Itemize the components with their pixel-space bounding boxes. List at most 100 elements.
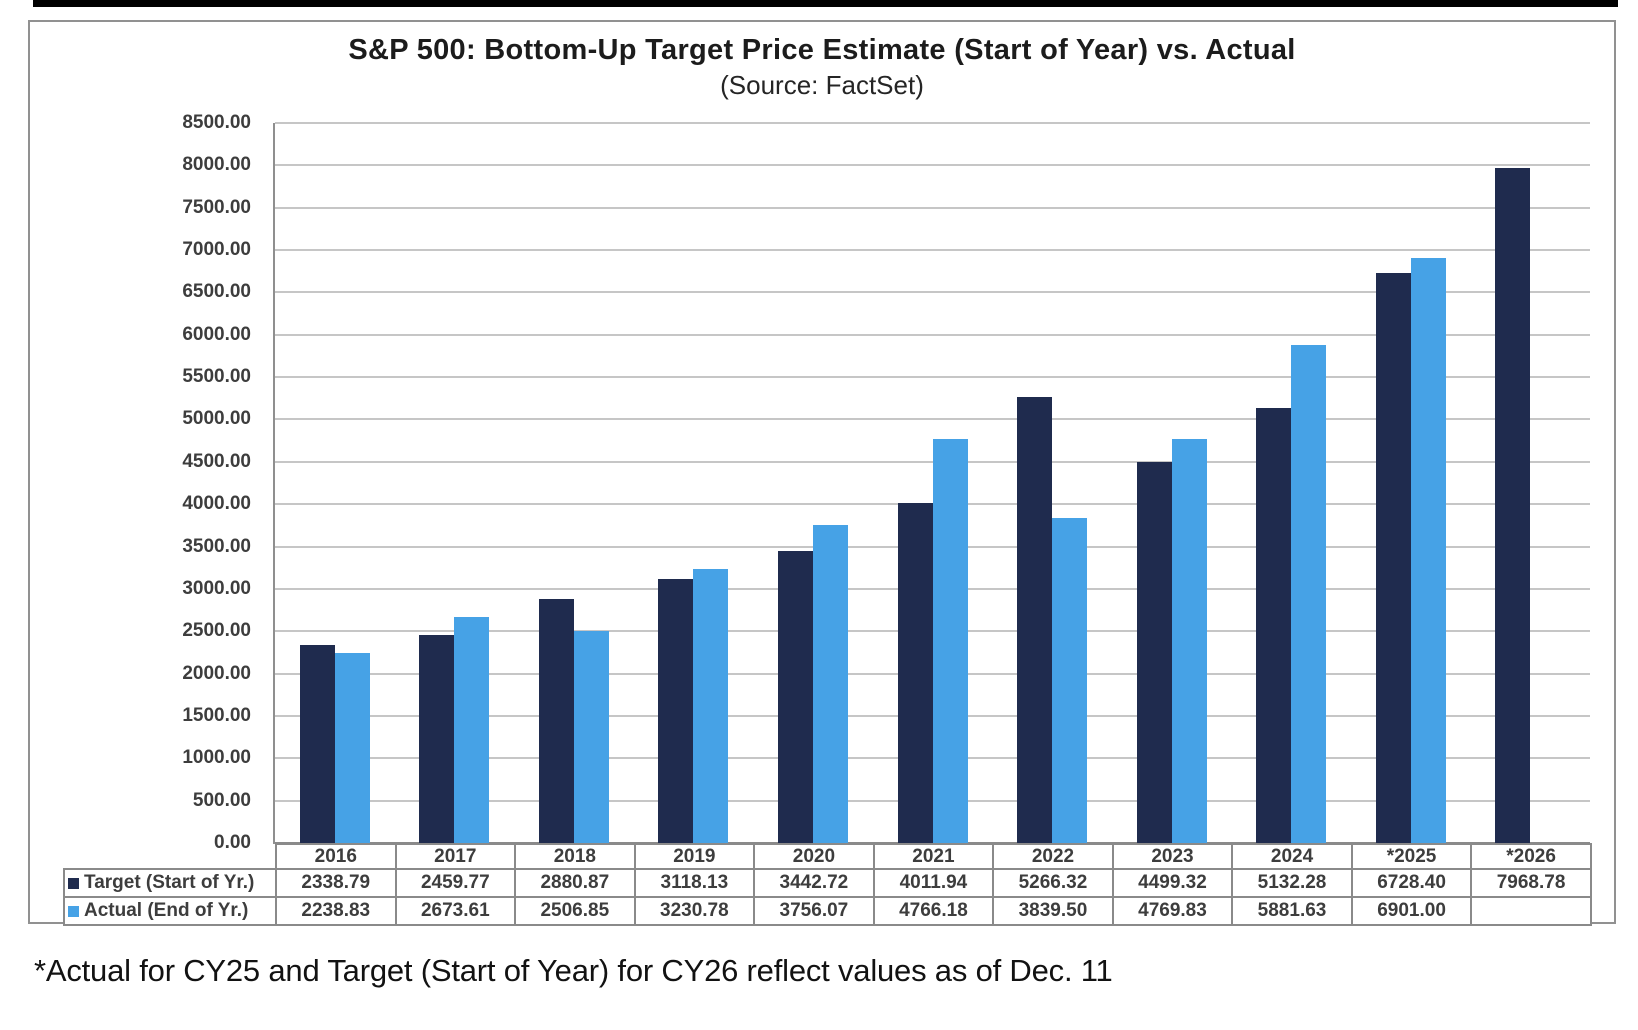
legend-label: Actual (End of Yr.) bbox=[84, 900, 249, 921]
bar-target-2018 bbox=[538, 598, 574, 843]
value-cell: 3442.72 bbox=[753, 868, 875, 898]
y-tick-label: 5000.00 bbox=[182, 408, 251, 430]
legend-label: Target (Start of Yr.) bbox=[84, 872, 255, 893]
bar-target-2024 bbox=[1256, 408, 1292, 843]
gridline-0 bbox=[275, 842, 1590, 844]
year-cell: 2023 bbox=[1111, 843, 1234, 870]
value-cell: 5881.63 bbox=[1231, 896, 1353, 926]
chart-subtitle: (Source: FactSet) bbox=[720, 70, 924, 100]
chart-title: S&P 500: Bottom-Up Target Price Estimate… bbox=[348, 34, 1296, 66]
bar-target-2020 bbox=[777, 551, 813, 843]
actual-legend-swatch-icon bbox=[68, 906, 79, 917]
value-cell: 5266.32 bbox=[992, 868, 1114, 898]
value-cell: 5132.28 bbox=[1231, 868, 1353, 898]
year-cell: 2021 bbox=[872, 843, 995, 870]
year-cell: 2022 bbox=[992, 843, 1114, 870]
bar-actual-2022 bbox=[1052, 517, 1088, 843]
bar-target-2016 bbox=[299, 644, 335, 843]
year-header-row: 2016 2017 2018 2019 2020 2021 2022 2023 2024 *202… bbox=[64, 843, 1592, 870]
bar-actual-2018 bbox=[573, 630, 609, 843]
value-cell: 6901.00 bbox=[1350, 896, 1473, 926]
y-tick-label: 2000.00 bbox=[182, 662, 251, 684]
y-tick-label: 7500.00 bbox=[182, 196, 251, 218]
bar-actual-2021 bbox=[932, 439, 968, 843]
year-cell: *2026 bbox=[1470, 843, 1592, 870]
value-cell: 4769.83 bbox=[1111, 896, 1234, 926]
year-cell: 2016 bbox=[275, 843, 397, 870]
y-tick-label: 1500.00 bbox=[182, 704, 251, 726]
y-tick-label: 1000.00 bbox=[182, 747, 251, 769]
bar-target-2017 bbox=[419, 634, 455, 843]
y-tick-label: 7000.00 bbox=[182, 239, 251, 261]
bar-target-*2026 bbox=[1495, 168, 1531, 843]
bar-target-2019 bbox=[658, 578, 694, 843]
bar-actual-2023 bbox=[1171, 438, 1207, 843]
gridline-7000 bbox=[275, 249, 1590, 252]
bar-target-2023 bbox=[1136, 461, 1172, 843]
y-tick-label: 2500.00 bbox=[182, 620, 251, 642]
bar-actual-2024 bbox=[1291, 344, 1327, 843]
bar-target-*2025 bbox=[1375, 273, 1411, 843]
value-cell: 3230.78 bbox=[633, 896, 756, 926]
bar-actual-2016 bbox=[334, 653, 370, 843]
data-table: 2016 2017 2018 2019 2020 2021 2022 2023 2024 *202… bbox=[63, 843, 1592, 926]
year-cell: 2024 bbox=[1231, 843, 1353, 870]
bar-actual-2020 bbox=[812, 524, 848, 843]
gridline-5000 bbox=[275, 418, 1590, 421]
value-cell: 2506.85 bbox=[514, 896, 636, 926]
y-tick-label: 5500.00 bbox=[182, 366, 251, 388]
gridline-8500 bbox=[275, 122, 1590, 124]
y-tick-label: 4000.00 bbox=[182, 493, 251, 515]
year-cell: 2020 bbox=[753, 843, 875, 870]
gridline-5500 bbox=[275, 376, 1590, 379]
value-cell: 3118.13 bbox=[633, 868, 756, 898]
legend-cell: Actual (End of Yr.) bbox=[63, 896, 277, 926]
y-tick-label: 500.00 bbox=[192, 789, 251, 811]
value-cell: 4766.18 bbox=[872, 896, 995, 926]
value-cell: 2238.83 bbox=[275, 896, 397, 926]
gridline-6500 bbox=[275, 291, 1590, 294]
bar-actual-*2025 bbox=[1410, 258, 1446, 843]
value-cell: 4499.32 bbox=[1111, 868, 1234, 898]
y-tick-label: 8000.00 bbox=[182, 154, 251, 176]
value-cell: 6728.40 bbox=[1350, 868, 1473, 898]
gridline-7500 bbox=[275, 206, 1590, 209]
y-tick-label: 6500.00 bbox=[182, 281, 251, 303]
series-row-target: Target (Start of Yr.) 2338.79 2459.77 2880.… bbox=[63, 868, 1592, 898]
bar-actual-2017 bbox=[454, 616, 490, 843]
value-cell: 3756.07 bbox=[753, 896, 875, 926]
year-cell: 2019 bbox=[633, 843, 756, 870]
y-tick-label: 3500.00 bbox=[182, 535, 251, 557]
gridline-8000 bbox=[275, 164, 1590, 167]
value-cell: 2459.77 bbox=[394, 868, 517, 898]
chart-frame: S&P 500: Bottom-Up Target Price Estimate… bbox=[28, 20, 1616, 926]
year-cell: 2018 bbox=[514, 843, 636, 870]
top-crop-strip bbox=[33, 0, 1618, 7]
gridline-6000 bbox=[275, 333, 1590, 336]
value-cell: 2673.61 bbox=[394, 896, 517, 926]
y-tick-label: 3000.00 bbox=[182, 577, 251, 599]
footnote: *Actual for CY25 and Target (Start of Ye… bbox=[34, 953, 1113, 988]
year-cell: *2025 bbox=[1350, 843, 1473, 870]
legend-cell: Target (Start of Yr.) bbox=[63, 868, 277, 898]
value-cell: 2338.79 bbox=[275, 868, 397, 898]
y-tick-label: 4500.00 bbox=[182, 450, 251, 472]
plot-area bbox=[273, 122, 1590, 844]
y-tick-label: 0.00 bbox=[214, 832, 251, 853]
bar-target-2021 bbox=[897, 503, 933, 843]
table-corner-spacer bbox=[64, 844, 276, 869]
value-cell: 4011.94 bbox=[872, 868, 995, 898]
y-axis-line bbox=[273, 123, 275, 844]
value-cell: 7968.78 bbox=[1470, 868, 1592, 898]
year-cell: 2017 bbox=[394, 843, 517, 870]
bar-actual-2019 bbox=[693, 569, 729, 843]
target-legend-swatch-icon bbox=[68, 878, 79, 889]
y-tick-label: 6000.00 bbox=[182, 323, 251, 345]
bar-target-2022 bbox=[1017, 396, 1053, 843]
value-cell: 2880.87 bbox=[514, 868, 636, 898]
series-row-actual: Actual (End of Yr.) 2238.83 2673.61 2506.85… bbox=[63, 896, 1592, 926]
value-cell bbox=[1470, 896, 1592, 926]
y-tick-label: 8500.00 bbox=[182, 112, 251, 133]
value-cell: 3839.50 bbox=[992, 896, 1114, 926]
